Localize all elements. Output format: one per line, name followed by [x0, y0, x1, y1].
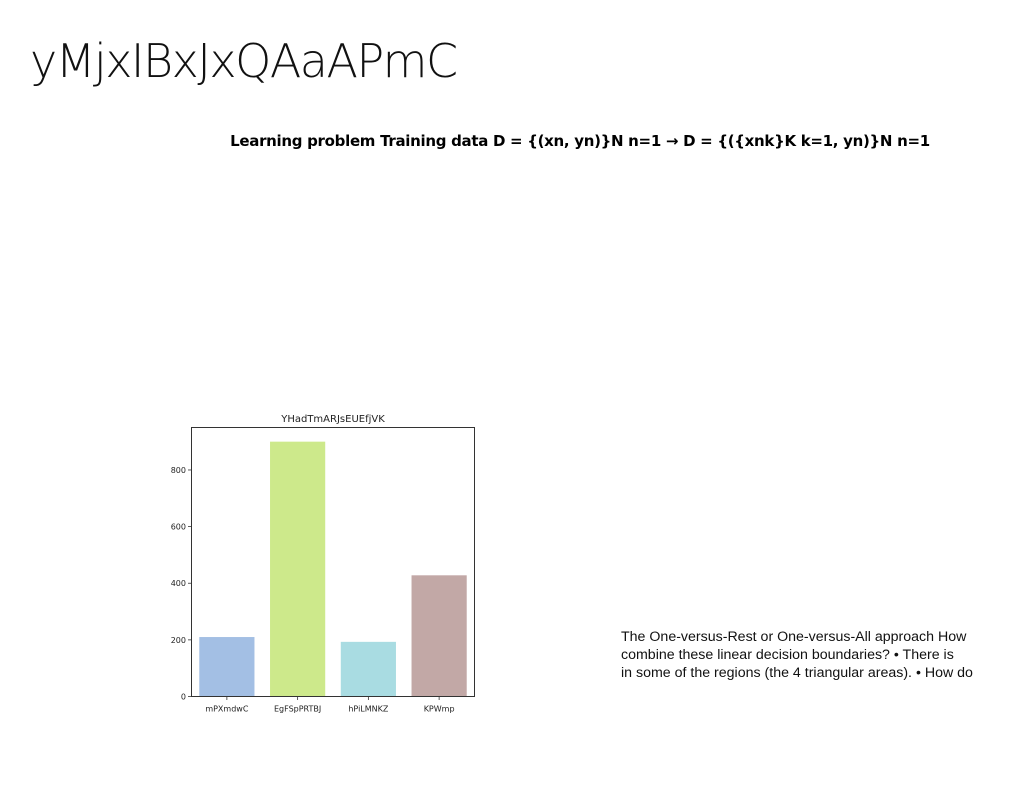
bar-KPWmp [411, 575, 467, 697]
bar-chart: YHadTmARJsEUEfjVK 0 200 400 600 800 mPXmdwC E… [160, 405, 480, 720]
bar-hPiLMNKZ [340, 641, 396, 697]
x-tick-label: KPWmp [424, 705, 455, 714]
plot-frame [191, 427, 475, 697]
slide-subtitle: Learning problem Training data D = {(xn,… [230, 132, 930, 150]
slide-title: yMjxIBxJxQAaAPmC [30, 34, 458, 88]
x-tick-label: EgFSpPRTBJ [274, 705, 321, 714]
bar-chart-svg: YHadTmARJsEUEfjVK 0 200 400 600 800 mPXmdwC E… [171, 414, 475, 714]
y-tick-label: 800 [171, 466, 186, 475]
x-tick-label: hPiLMNKZ [348, 705, 389, 714]
bar-EgFSpPRTBJ [270, 441, 326, 697]
x-axis: mPXmdwC EgFSpPRTBJ hPiLMNKZ KPWmp [205, 696, 455, 714]
y-axis: 0 200 400 600 800 [171, 466, 192, 702]
body-text: The One-versus-Rest or One-versus-All ap… [621, 628, 1024, 682]
x-tick-label: mPXmdwC [205, 705, 249, 714]
y-tick-label: 200 [171, 636, 186, 645]
body-line: combine these linear decision boundaries… [621, 647, 954, 663]
y-tick-label: 400 [171, 579, 186, 588]
chart-title: YHadTmARJsEUEfjVK [280, 414, 385, 425]
bar-mPXmdwC [199, 637, 255, 697]
body-line: The One-versus-Rest or One-versus-All ap… [621, 629, 967, 645]
y-tick-label: 0 [181, 693, 186, 702]
body-line: in some of the regions (the 4 triangular… [621, 665, 973, 681]
bars-group [199, 441, 467, 697]
y-tick-label: 600 [171, 523, 186, 532]
